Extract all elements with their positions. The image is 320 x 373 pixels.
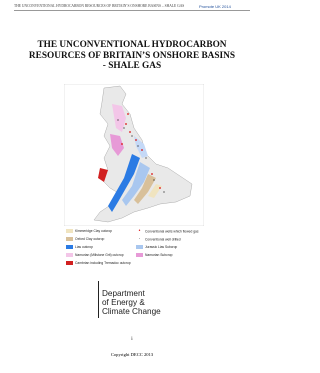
title-line: - SHALE GAS	[102, 61, 162, 71]
legend-entry: Jurassic Lias Subcrop	[136, 245, 177, 250]
legend-entry: Namurian (Millstone Grit) outcrop	[66, 253, 124, 258]
drilled-wells	[117, 119, 165, 193]
legend-entry: Kimmeridge Clay outcrop	[66, 229, 112, 234]
legend-label: Namurian Subcrop	[145, 253, 173, 257]
legend-label: Conventional well drilled	[145, 237, 181, 242]
title-line: RESOURCES OF BRITAIN’S ONSHORE BASINS	[28, 50, 236, 61]
logo-bar	[98, 281, 99, 318]
legend-label: Conventional wells which flowed gas	[145, 229, 199, 234]
legend-entry: Namurian Subcrop	[136, 253, 173, 258]
legend-entry: · Conventional well drilled	[138, 236, 181, 242]
page-number: i	[131, 337, 133, 342]
logo-line: Climate Change	[102, 307, 161, 316]
legend-entry: Lias outcrop	[66, 245, 93, 250]
lias-outcrop	[108, 154, 140, 212]
running-title: THE UNCONVENTIONAL HYDROCARBON RESOURCES…	[14, 4, 185, 8]
jurassic-subcrop	[122, 162, 150, 206]
map	[64, 84, 204, 226]
legend-label: Kimmeridge Clay outcrop	[75, 229, 113, 233]
cambrian-outcrop	[98, 168, 108, 182]
legend-label: Jurassic Lias Subcrop	[145, 245, 178, 249]
logo-line: of Energy &	[102, 298, 145, 307]
legend-entry: • Conventional wells which flowed gas	[138, 228, 199, 234]
kimmeridge-clay	[148, 184, 162, 198]
legend-entry: Cambrian including Tremadoc outcrop	[66, 261, 131, 266]
oxford-clay	[134, 174, 156, 204]
legend-label: Lias outcrop	[75, 245, 93, 249]
namurian-subcrop	[110, 134, 124, 156]
logo-line: Department	[102, 289, 145, 298]
gas-wells	[121, 113, 161, 189]
legend-label: Oxford Clay outcrop	[75, 237, 105, 241]
title: THE UNCONVENTIONAL HYDROCARBON RESOURCES…	[0, 40, 264, 72]
legend-label: Namurian (Millstone Grit) outcrop	[75, 253, 124, 257]
lias-subcrop	[134, 136, 148, 158]
header-rule	[14, 10, 250, 11]
legend-entry: Oxford Clay outcrop	[66, 237, 104, 242]
namurian-outcrop	[112, 104, 126, 132]
header-tag: Promote UK 2014	[199, 4, 231, 9]
legend-label: Cambrian including Tremadoc outcrop	[75, 261, 131, 265]
copyright: Copyright DECC 2013	[110, 352, 154, 357]
title-line: THE UNCONVENTIONAL HYDROCARBON	[37, 40, 227, 50]
page: {"header": {"running_title": "THE UNCONV…	[0, 4, 264, 357]
